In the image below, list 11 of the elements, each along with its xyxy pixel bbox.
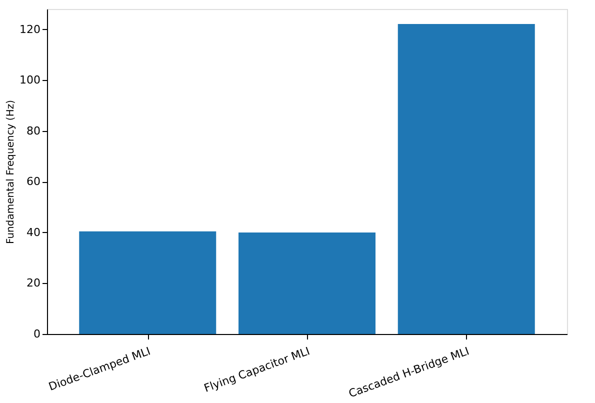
bar	[79, 231, 216, 334]
y-tick-label: 0	[34, 328, 40, 340]
y-tick-label: 40	[26, 226, 40, 239]
y-tick-label: 120	[20, 22, 40, 36]
bar	[238, 232, 376, 334]
y-tick-label: 80	[26, 124, 40, 138]
y-tick-label: 60	[26, 175, 40, 188]
y-tick-label: 100	[20, 74, 40, 87]
bar	[398, 24, 535, 334]
y-axis-title: Fundamental Frequency (Hz)	[6, 100, 17, 244]
y-tick-label: 20	[26, 276, 40, 290]
